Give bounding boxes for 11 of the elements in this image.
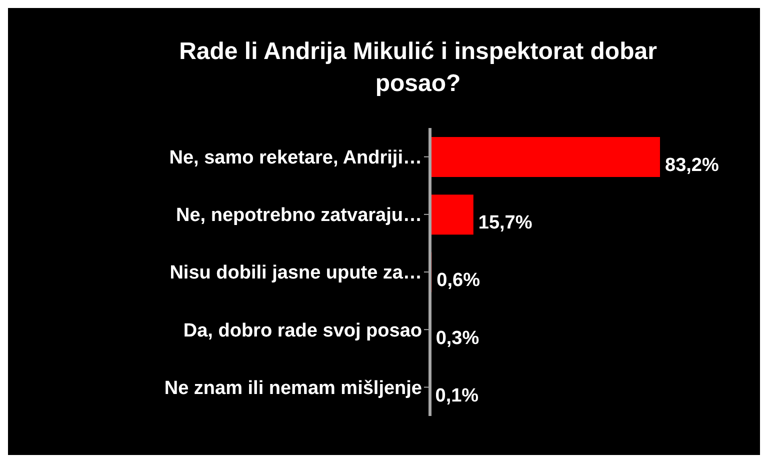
- data-label: 15,7%: [478, 212, 532, 234]
- y-tick-label: Ne znam ili nemam mišljenje: [164, 378, 422, 399]
- data-label: 0,3%: [436, 328, 480, 349]
- chart-title: Rade li Andrija Mikulić i inspektorat dobar posao?: [178, 37, 658, 99]
- y-tick-label: Ne, samo reketare, Andriji…: [169, 148, 422, 169]
- y-tick-label: Ne, nepotrebno zatvaraju…: [176, 205, 422, 226]
- data-label: 83,2%: [665, 155, 719, 176]
- data-label: 0,6%: [436, 270, 480, 292]
- y-tick-label: Nisu dobili jasne upute za…: [170, 262, 422, 284]
- y-tick-label: Da, dobro rade svoj posao: [183, 320, 422, 342]
- data-label: 0,1%: [435, 385, 479, 406]
